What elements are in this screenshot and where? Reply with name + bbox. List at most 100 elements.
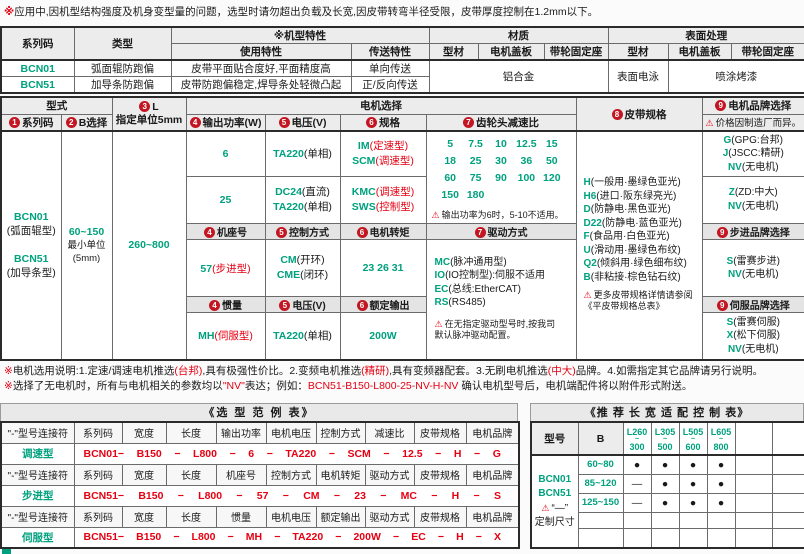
- model-token: MH: [245, 531, 263, 544]
- model-token: −: [473, 489, 480, 502]
- model-token: G: [492, 447, 501, 460]
- warning-icon: ⚠: [705, 118, 714, 129]
- brand-desc: (无电机): [741, 269, 779, 280]
- subheader-control: 5 控制方式: [264, 223, 341, 240]
- subheader-drive: 7 驱动方式: [425, 223, 577, 240]
- belt-desc: (滑动用·墨绿色布纹): [590, 244, 681, 256]
- belt-code: B: [583, 271, 591, 283]
- fit-mark: ●: [650, 473, 680, 494]
- fit-empty-row-cell: [650, 511, 680, 529]
- ex-header: 电机电压: [265, 421, 317, 444]
- inertia-value: MH(伺服型): [185, 312, 266, 360]
- model-token: −: [431, 489, 438, 502]
- ratio-value: 12.5: [516, 138, 537, 150]
- note-model-example: BCN51-B150-L800-25-NV-H-NV: [307, 380, 459, 392]
- ex-header: 长度: [165, 463, 217, 486]
- col-material-cover: 电机盖板: [477, 43, 545, 61]
- example-table-title: 《选 型 范 例 表》: [0, 403, 518, 421]
- belt-note-text: 更多皮带规格详情请参阅《平皮带规格总表》: [583, 290, 693, 312]
- fit-col-l4: L605 ~800: [706, 421, 736, 456]
- brand-desc: (ZD:中大): [734, 187, 778, 199]
- belt-code: H: [583, 177, 591, 189]
- note-text: ,具有变频器配套。3.无刷电机推选: [389, 365, 548, 377]
- model-token: B150: [138, 489, 164, 502]
- fit-mark-empty: [771, 473, 804, 494]
- motor-note-2: ※选择了无电机时，所有与电机相关的参数均以"NV"表达；例如：BCN51-B15…: [4, 378, 692, 393]
- drive-desc: (RS485): [448, 297, 486, 309]
- col-surface-group: 表面处理: [607, 26, 804, 44]
- transfer-value: 单向传送: [350, 59, 430, 77]
- col-use-feature: 使用特性: [170, 43, 352, 61]
- b-min-unit: 最小单位: [67, 239, 106, 251]
- drive-desc: (总线:EtherCAT): [448, 283, 522, 295]
- torque-label: 电机转矩: [369, 228, 410, 239]
- brand-code: X: [726, 330, 734, 341]
- custom-size-note: 定制尺寸: [534, 517, 575, 528]
- fit-col-l2: L305 ~500: [650, 421, 680, 456]
- spec-desc: (控制型): [375, 200, 415, 213]
- header-spec: 6 规格: [339, 113, 427, 132]
- brand-price-note: ⚠ 价格因制造厂而异。: [701, 113, 804, 132]
- model-token: −: [229, 447, 236, 460]
- ex-header: 长度: [165, 505, 217, 528]
- ex-header: 皮带规格: [413, 505, 467, 528]
- col-surface-cover: 电机盖板: [667, 43, 732, 61]
- model-token: EC: [411, 531, 426, 544]
- b-range: 60~150: [68, 225, 105, 238]
- model-token: L800: [191, 531, 216, 544]
- brand-code: G: [723, 134, 732, 146]
- ratio-value: 60: [444, 172, 457, 184]
- circled-number-icon: 2: [65, 116, 77, 128]
- belt-item: D(防静电·黑色亚光): [584, 203, 701, 217]
- model-token: CM: [303, 489, 320, 502]
- ratio-values: 5 7.5 10 12.5 15 18 25 30 36 50 60 75 90 100 120 150…: [428, 132, 575, 203]
- power-label: 输出功率(W): [202, 116, 262, 129]
- ratio-value: 180: [466, 189, 485, 201]
- model-token: TA220: [285, 447, 317, 460]
- col-surface-seat: 带轮固定座: [730, 43, 804, 61]
- l-unit: 指定单位5mm: [115, 114, 183, 126]
- circled-number-icon: 6: [356, 227, 368, 238]
- inertia-code: MH: [198, 330, 215, 343]
- model-token: BCN51−: [83, 489, 125, 502]
- col-series: 系列码: [0, 26, 75, 61]
- fit-col-b: B: [577, 421, 624, 456]
- note-brand: (台邦): [174, 365, 203, 377]
- example-table: "-"型号连接符 系列码 宽度 长度 输出功率 电机电压 控制方式 减速比 皮带规格 电机品牌 调…: [0, 421, 520, 549]
- ex-header: 额定输出: [315, 505, 366, 528]
- series-desc: (弧面辊型): [6, 225, 56, 238]
- model-token: −: [236, 489, 243, 502]
- fit-table-title: 《推 荐 长 宽 适 配 控 制 表》: [530, 403, 804, 421]
- l-range-bottom: 600: [685, 441, 701, 452]
- belt-desc: (一般用·墨绿色亚光): [590, 177, 681, 189]
- ex-header: 电机品牌: [465, 421, 520, 444]
- price-note-text: 价格因制造厂而异。: [715, 118, 802, 130]
- fit-empty-row-cell: [678, 511, 708, 529]
- brand-item: NV(无电机): [704, 161, 804, 175]
- brand-desc: (GPG:台邦): [731, 134, 783, 146]
- note-mark: ※: [4, 380, 13, 392]
- ex-header: "-"型号连接符: [0, 505, 75, 528]
- drive-item: RS(RS485): [435, 296, 575, 310]
- drive-code: EC: [434, 283, 449, 295]
- belt-code: D: [583, 204, 591, 216]
- ratio-value: 90: [495, 172, 507, 184]
- model-token: −: [333, 489, 340, 502]
- belt-item: B(非粘接·棕色钻石纹): [584, 271, 701, 285]
- col-material-seat: 带轮固定座: [543, 43, 609, 61]
- ex-header: 宽度: [121, 463, 167, 486]
- ratio-value: 75: [469, 172, 482, 184]
- circled-number-icon: 3: [139, 101, 151, 112]
- warning-icon: ⚠: [434, 318, 443, 329]
- ratio-value: 150: [441, 189, 459, 201]
- ex-type-label: 伺服型: [0, 526, 75, 549]
- brand-code: S: [726, 316, 734, 328]
- top-note-text: 应用中,因机型结构强度及机身变型量的问题，选型时请勿超出负载及长宽,因皮带转弯半…: [14, 6, 599, 18]
- spec-table: 系列码 类型 ※机型特性 材质 表面处理 使用特性 传送特性 型材 电机盖板 带…: [0, 26, 804, 94]
- control-label: 控制方式: [289, 228, 329, 239]
- circled-number-icon: 6: [366, 116, 377, 128]
- note-nv: "NV": [222, 380, 245, 392]
- note-brand: (精研): [361, 365, 390, 377]
- ex-type-label: 调速型: [0, 442, 75, 465]
- ex-header: "-"型号连接符: [0, 421, 75, 444]
